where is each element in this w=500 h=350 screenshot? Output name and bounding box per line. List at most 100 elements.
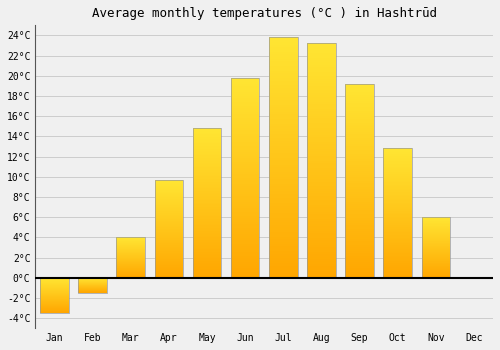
Bar [345,140,374,142]
Bar [192,204,222,206]
Bar [269,251,298,254]
Bar [307,275,336,278]
Bar [307,210,336,212]
Bar [384,230,412,231]
Bar [422,224,450,225]
Bar [345,161,374,163]
Bar [154,206,183,207]
Bar [384,196,412,198]
Bar [384,165,412,167]
Bar [345,152,374,154]
Bar [154,214,183,215]
Bar [116,266,145,267]
Bar [231,138,260,140]
Bar [231,194,260,196]
Bar [345,204,374,206]
Bar [384,216,412,217]
Bar [231,106,260,108]
Bar [384,160,412,161]
Bar [192,206,222,208]
Bar [231,156,260,158]
Bar [116,249,145,250]
Bar [307,201,336,203]
Bar [192,222,222,224]
Bar [384,274,412,275]
Bar [307,170,336,172]
Bar [384,226,412,227]
Bar [116,271,145,272]
Bar [345,160,374,161]
Bar [307,257,336,259]
Bar [384,156,412,158]
Bar [231,158,260,160]
Bar [345,167,374,169]
Bar [192,219,222,221]
Bar [345,90,374,92]
Bar [269,187,298,189]
Bar [154,188,183,189]
Bar [154,203,183,204]
Bar [269,112,298,114]
Bar [384,253,412,254]
Bar [422,233,450,234]
Bar [231,216,260,218]
Bar [307,43,336,46]
Bar [345,208,374,210]
Bar [345,258,374,260]
Bar [116,270,145,271]
Bar [269,196,298,198]
Bar [116,242,145,243]
Bar [345,241,374,243]
Bar [345,181,374,183]
Bar [269,143,298,146]
Bar [154,259,183,260]
Bar [154,191,183,193]
Bar [422,242,450,243]
Bar [154,264,183,265]
Bar [307,156,336,158]
Bar [192,146,222,148]
Bar [192,239,222,240]
Bar [154,246,183,247]
Bar [116,263,145,264]
Bar [40,308,68,309]
Bar [307,158,336,161]
Bar [154,260,183,261]
Bar [384,222,412,223]
Bar [231,238,260,240]
Bar [384,187,412,189]
Bar [422,220,450,221]
Bar [384,271,412,273]
Bar [192,270,222,272]
Bar [154,265,183,266]
Bar [307,208,336,210]
Bar [345,248,374,251]
Bar [269,225,298,227]
Bar [307,50,336,53]
Bar [154,240,183,241]
Bar [422,251,450,252]
Bar [154,221,183,222]
Bar [345,93,374,96]
Bar [269,169,298,172]
Bar [116,277,145,278]
Bar [192,182,222,183]
Bar [384,262,412,264]
Bar [192,252,222,254]
Bar [116,248,145,249]
Bar [384,266,412,267]
Bar [231,112,260,114]
Bar [384,221,412,222]
Bar [231,80,260,82]
Bar [192,227,222,229]
Bar [345,266,374,268]
Bar [269,215,298,218]
Bar [116,253,145,254]
Bar [307,168,336,170]
Bar [116,254,145,255]
Bar [345,268,374,270]
Bar [269,141,298,143]
Bar [384,234,412,235]
Bar [154,233,183,234]
Bar [154,205,183,206]
